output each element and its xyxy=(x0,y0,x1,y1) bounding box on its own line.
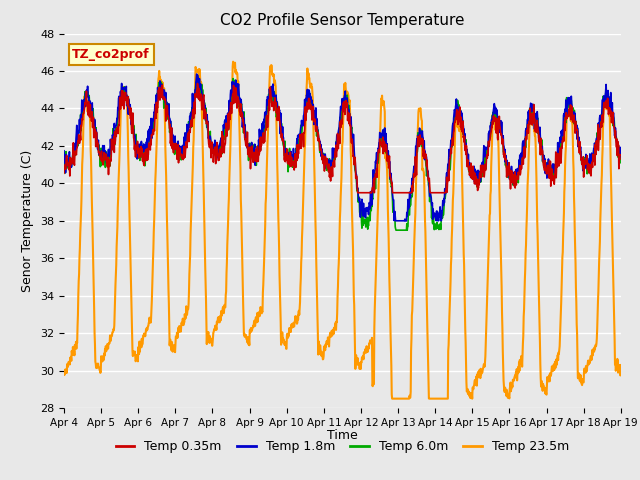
Temp 6.0m xyxy=(392,227,400,233)
Temp 6.0m xyxy=(60,162,68,168)
Temp 23.5m xyxy=(502,393,510,399)
Temp 23.5m xyxy=(388,396,396,401)
Temp 0.35m xyxy=(429,190,437,196)
Line: Temp 0.35m: Temp 0.35m xyxy=(64,84,621,193)
Temp 1.8m xyxy=(552,163,559,168)
Line: Temp 1.8m: Temp 1.8m xyxy=(64,74,621,221)
Temp 0.35m xyxy=(184,132,191,137)
Temp 0.35m xyxy=(246,166,254,171)
Temp 0.35m xyxy=(502,161,510,167)
Line: Temp 23.5m: Temp 23.5m xyxy=(64,61,621,398)
Temp 6.0m xyxy=(502,164,510,170)
Temp 0.35m xyxy=(194,81,202,86)
Text: TZ_co2prof: TZ_co2prof xyxy=(72,48,150,61)
Temp 23.5m xyxy=(60,367,68,373)
Temp 23.5m xyxy=(170,345,178,351)
Temp 1.8m xyxy=(429,213,437,219)
Temp 1.8m xyxy=(392,218,399,224)
Temp 23.5m xyxy=(429,396,437,401)
Temp 6.0m xyxy=(429,215,437,221)
Temp 0.35m xyxy=(60,170,68,176)
Temp 1.8m xyxy=(502,161,510,167)
X-axis label: Time: Time xyxy=(327,429,358,442)
Temp 23.5m xyxy=(229,59,237,64)
Temp 23.5m xyxy=(552,365,559,371)
Temp 0.35m xyxy=(552,165,559,170)
Temp 1.8m xyxy=(617,148,625,154)
Temp 23.5m xyxy=(246,329,254,335)
Temp 1.8m xyxy=(184,134,191,140)
Temp 1.8m xyxy=(60,148,68,154)
Temp 6.0m xyxy=(617,151,625,157)
Temp 6.0m xyxy=(170,148,178,154)
Temp 23.5m xyxy=(184,306,191,312)
Temp 1.8m xyxy=(246,146,254,152)
Y-axis label: Senor Temperature (C): Senor Temperature (C) xyxy=(22,150,35,292)
Temp 23.5m xyxy=(617,362,625,368)
Legend: Temp 0.35m, Temp 1.8m, Temp 6.0m, Temp 23.5m: Temp 0.35m, Temp 1.8m, Temp 6.0m, Temp 2… xyxy=(111,435,574,458)
Temp 1.8m xyxy=(193,71,200,77)
Temp 6.0m xyxy=(184,127,191,132)
Temp 6.0m xyxy=(194,74,202,80)
Temp 6.0m xyxy=(552,165,559,171)
Temp 0.35m xyxy=(354,190,362,196)
Line: Temp 6.0m: Temp 6.0m xyxy=(64,77,621,230)
Temp 6.0m xyxy=(246,156,254,162)
Temp 0.35m xyxy=(617,152,625,158)
Temp 1.8m xyxy=(170,142,178,147)
Temp 0.35m xyxy=(170,142,178,147)
Title: CO2 Profile Sensor Temperature: CO2 Profile Sensor Temperature xyxy=(220,13,465,28)
